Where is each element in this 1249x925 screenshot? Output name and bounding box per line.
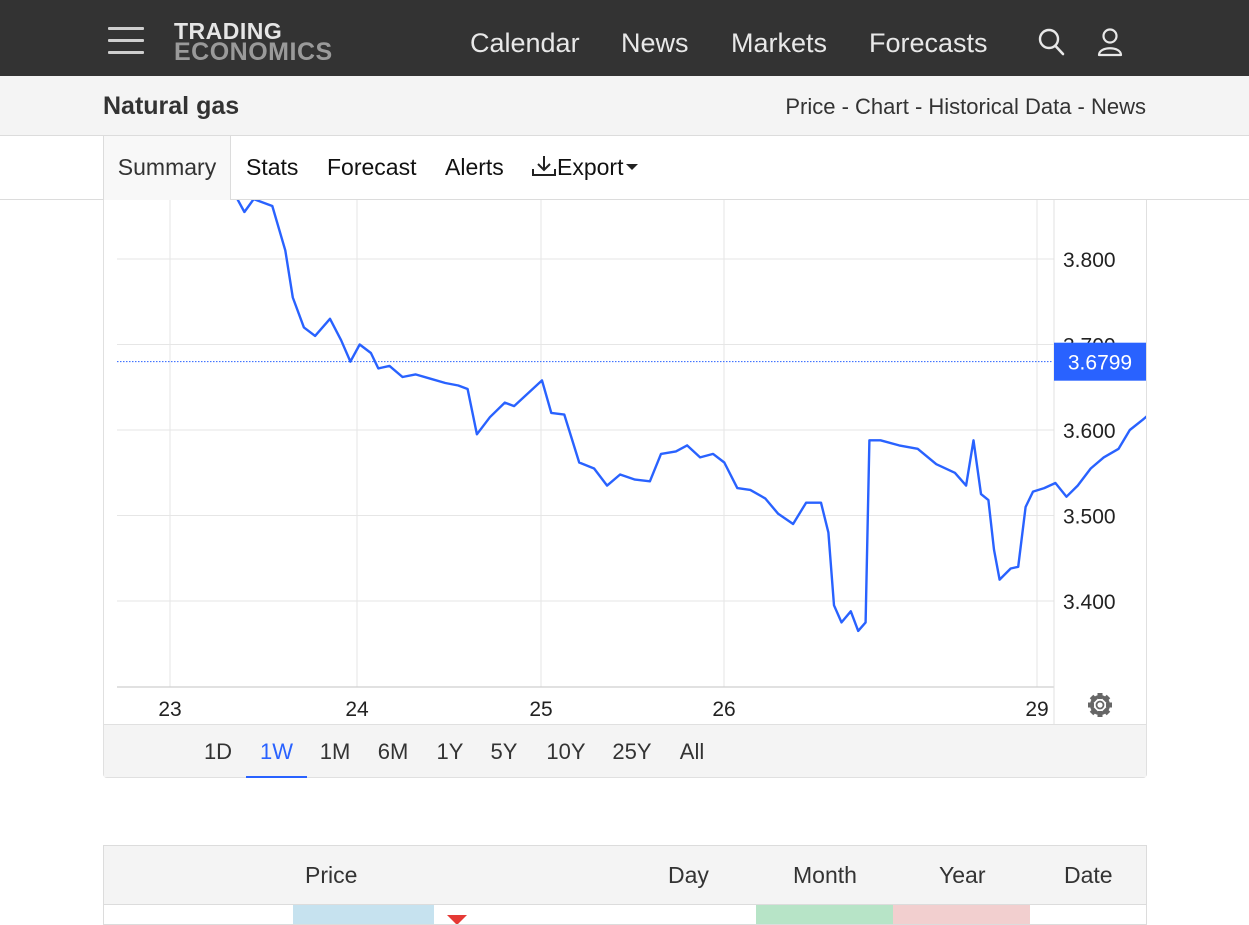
range-25y[interactable]: 25Y xyxy=(612,739,652,764)
nav-calendar[interactable]: Calendar xyxy=(470,28,580,58)
title-strip: Natural gas Price - Chart - Historical D… xyxy=(0,76,1249,136)
sub-navigation[interactable]: Price - Chart - Historical Data - News xyxy=(785,94,1146,119)
logo-line-1: TRADING xyxy=(174,18,283,44)
x-tick-label: 29 xyxy=(1025,698,1048,721)
month-cell xyxy=(756,905,893,924)
x-tick-label: 25 xyxy=(529,698,552,721)
page-title: Natural gas xyxy=(103,92,240,120)
header-date: Date xyxy=(1064,862,1113,888)
current-price-label: 3.6799 xyxy=(1068,352,1132,375)
nav-news[interactable]: News xyxy=(621,28,689,58)
download-icon xyxy=(532,156,556,176)
price-chart[interactable]: 3.4003.5003.6003.7003.80023242526293.679… xyxy=(104,200,1146,724)
current-price-badge xyxy=(1054,342,1146,381)
range-selector: 1D 1W 1M 6M 1Y 5Y 10Y 25Y All xyxy=(104,724,1146,778)
tab-forecast[interactable]: Forecast xyxy=(327,154,417,180)
chart-panel: 3.4003.5003.6003.7003.80023242526293.679… xyxy=(103,200,1147,778)
nav-forecasts[interactable]: Forecasts xyxy=(869,28,988,58)
logo[interactable]: TRADING ECONOMICS xyxy=(174,18,333,66)
x-tick-label: 23 xyxy=(158,698,181,721)
y-tick-label: 3.800 xyxy=(1063,249,1116,272)
series-line xyxy=(236,200,1146,633)
logo-line-2: ECONOMICS xyxy=(174,38,333,66)
table-header: Price Day Month Year Date xyxy=(104,846,1146,905)
export-label: Export xyxy=(557,154,624,180)
tab-export[interactable]: Export xyxy=(531,136,639,200)
price-cell xyxy=(293,905,434,924)
tab-stats[interactable]: Stats xyxy=(246,154,299,180)
range-5y[interactable]: 5Y xyxy=(490,739,518,764)
tab-alerts[interactable]: Alerts xyxy=(445,154,504,180)
range-1w[interactable]: 1W xyxy=(246,739,307,778)
nav-markets[interactable]: Markets xyxy=(731,28,828,58)
quotes-table: Price Day Month Year Date xyxy=(103,845,1147,925)
settings-gear-icon[interactable] xyxy=(1088,693,1112,717)
range-1m[interactable]: 1M xyxy=(319,739,351,764)
range-10y[interactable]: 10Y xyxy=(546,739,586,764)
down-arrow-icon xyxy=(445,905,469,924)
y-tick-label: 3.400 xyxy=(1063,591,1116,614)
x-tick-label: 24 xyxy=(345,698,369,721)
header-day: Day xyxy=(668,862,709,888)
top-navbar: TRADING ECONOMICS Calendar News Markets … xyxy=(0,0,1249,76)
caret-down-icon xyxy=(626,164,639,171)
x-tick-label: 26 xyxy=(712,698,735,721)
y-tick-label: 3.500 xyxy=(1063,506,1116,529)
year-cell xyxy=(893,905,1030,924)
range-6m[interactable]: 6M xyxy=(377,739,409,764)
header-month: Month xyxy=(793,862,857,888)
tab-summary[interactable]: Summary xyxy=(103,136,231,201)
range-1y[interactable]: 1Y xyxy=(436,739,464,764)
header-price: Price xyxy=(305,862,358,888)
tabs-row: Summary Stats Forecast Alerts Export xyxy=(0,136,1249,201)
header-year: Year xyxy=(939,862,986,888)
y-tick-label: 3.600 xyxy=(1063,420,1116,443)
range-all[interactable]: All xyxy=(679,739,705,764)
search-icon[interactable] xyxy=(1037,26,1067,58)
user-icon[interactable] xyxy=(1096,26,1126,58)
range-1d[interactable]: 1D xyxy=(203,739,233,764)
menu-icon[interactable] xyxy=(108,27,144,55)
